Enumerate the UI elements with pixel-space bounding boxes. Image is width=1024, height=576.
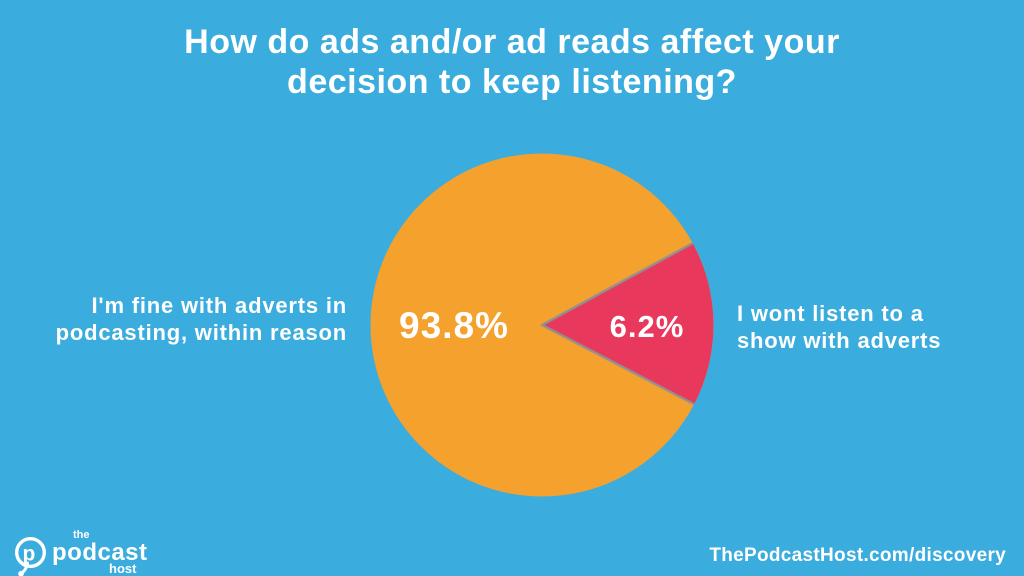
label-right-line-2: show with adverts (737, 328, 942, 353)
title-line-1: How do ads and/or ad reads affect your (184, 23, 840, 61)
footer-url: ThePodcastHost.com/discovery (709, 545, 1006, 566)
pie-slice-wont-listen (542, 243, 714, 405)
logo-text-host: host (109, 561, 137, 576)
podcast-host-p-icon: p (14, 536, 47, 576)
label-wont-listen: I wont listen to a show with adverts (737, 300, 941, 354)
page-title: How do ads and/or ad reads affect your d… (0, 22, 1024, 102)
label-left-line-2: podcasting, within reason (55, 320, 347, 345)
title-line-2: decision to keep listening? (287, 63, 737, 101)
pie-value-minority: 6.2% (609, 309, 685, 344)
label-fine-with-adverts: I'm fine with adverts in podcasting, wit… (30, 292, 347, 346)
label-right-line-1: I wont listen to a (737, 301, 924, 326)
logo-text-podcast: podcast (52, 539, 148, 566)
podcast-host-logo: p the podcast host (13, 527, 153, 576)
pie-value-majority: 93.8% (399, 305, 509, 346)
label-left-line-1: I'm fine with adverts in (91, 293, 347, 318)
pie-slice-divider (540, 242, 695, 406)
logo-text-the: the (73, 529, 90, 541)
logo-letter-p: p (23, 543, 36, 566)
